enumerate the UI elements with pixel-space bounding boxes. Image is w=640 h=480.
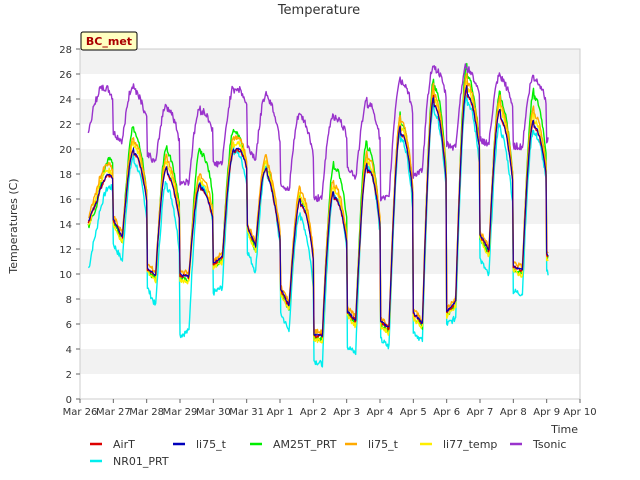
legend-label: AM25T_PRT xyxy=(273,438,337,451)
x-axis-label: Time xyxy=(550,423,578,436)
grid-band xyxy=(80,299,580,324)
x-tick-label: Apr 6 xyxy=(433,407,460,418)
station-label-box: BC_met xyxy=(80,31,138,51)
x-tick-label: Apr 10 xyxy=(563,407,596,418)
x-tick-label: Apr 9 xyxy=(533,407,560,418)
x-tick-label: Apr 5 xyxy=(400,407,427,418)
legend-item: li75_t xyxy=(173,438,227,451)
y-tick-label: 12 xyxy=(59,245,72,256)
y-tick-label: 22 xyxy=(59,120,72,131)
y-tick-label: 24 xyxy=(59,95,72,106)
y-axis-label: Temperatures (C) xyxy=(7,178,20,274)
x-tick-label: Apr 4 xyxy=(367,407,394,418)
series-layer xyxy=(87,62,549,368)
grid-band xyxy=(80,274,580,299)
legend-item: li77_temp xyxy=(420,438,497,451)
y-tick-label: 4 xyxy=(66,345,72,356)
x-tick-label: Mar 26 xyxy=(63,407,98,418)
legend-item: NR01_PRT xyxy=(90,455,169,468)
y-tick-label: 10 xyxy=(59,270,72,281)
x-tick-label: Mar 28 xyxy=(129,407,164,418)
grid-band xyxy=(80,74,580,99)
series-line-nr01_prt xyxy=(87,94,549,368)
y-tick-label: 0 xyxy=(66,395,72,406)
legend-item: Tsonic xyxy=(510,438,566,451)
grid-band xyxy=(80,324,580,349)
y-tick-label: 18 xyxy=(59,170,72,181)
x-tick-label: Apr 2 xyxy=(300,407,327,418)
x-tick-label: Apr 8 xyxy=(500,407,527,418)
x-tick-label: Apr 7 xyxy=(467,407,494,418)
x-tick-label: Mar 27 xyxy=(96,407,131,418)
legend: AirT li75_t AM25T_PRT li75_t li77_temp Tsonic… xyxy=(90,438,566,468)
x-tick-label: Apr 1 xyxy=(267,407,294,418)
series-line-tsonic xyxy=(87,63,549,203)
grid-band xyxy=(80,374,580,399)
legend-item: AirT xyxy=(90,438,135,451)
legend-item: AM25T_PRT xyxy=(250,438,337,451)
station-label: BC_met xyxy=(86,35,132,48)
x-tick-label: Mar 30 xyxy=(196,407,231,418)
y-tick-label: 20 xyxy=(59,145,72,156)
grid-band xyxy=(80,49,580,74)
legend-label: NR01_PRT xyxy=(113,455,169,468)
series-line-li75_t xyxy=(88,85,549,337)
legend-item: li75_t xyxy=(345,438,399,451)
grid-band xyxy=(80,249,580,274)
y-tick-label: 28 xyxy=(59,45,72,56)
legend-label: Tsonic xyxy=(532,438,566,451)
y-tick-label: 16 xyxy=(59,195,72,206)
y-tick-label: 26 xyxy=(59,70,72,81)
x-tick-label: Mar 31 xyxy=(229,407,264,418)
grid-band xyxy=(80,349,580,374)
x-tick-label: Mar 29 xyxy=(163,407,198,418)
series-line-li75_t xyxy=(87,72,549,335)
y-tick-label: 2 xyxy=(66,370,72,381)
y-tick-label: 6 xyxy=(66,320,72,331)
chart-title: Temperature xyxy=(277,3,360,18)
x-tick-label: Apr 3 xyxy=(333,407,360,418)
legend-label: AirT xyxy=(113,438,135,451)
y-tick-label: 14 xyxy=(59,220,72,231)
legend-label: li75_t xyxy=(368,438,399,451)
y-tick-label: 8 xyxy=(66,295,72,306)
legend-label: li75_t xyxy=(196,438,227,451)
legend-label: li77_temp xyxy=(443,438,497,451)
